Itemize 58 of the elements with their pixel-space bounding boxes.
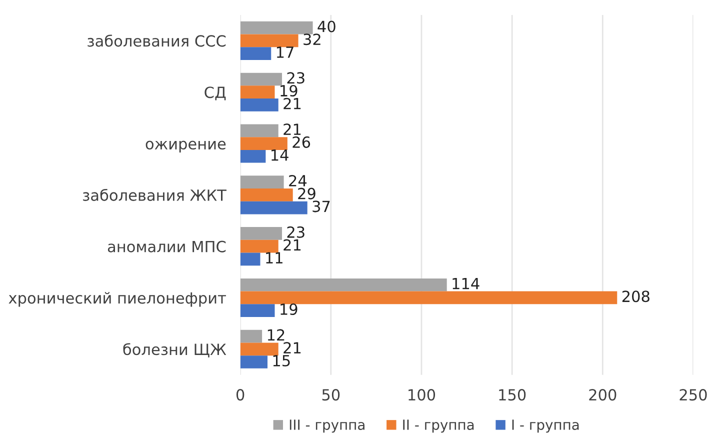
y-tick-label: СД (204, 86, 226, 100)
data-label: 32 (304, 34, 320, 46)
data-label: 24 (289, 174, 307, 186)
data-label: 21 (284, 98, 301, 110)
data-label: 19 (280, 303, 298, 316)
data-label: 37 (312, 200, 330, 212)
bar (240, 150, 266, 163)
data-label: 12 (268, 329, 284, 341)
bar (240, 291, 618, 304)
x-tick-label: 150 (499, 389, 526, 401)
bar (240, 176, 284, 188)
data-label: 17 (276, 46, 294, 58)
x-tick-label: 50 (322, 389, 340, 401)
bar (240, 98, 278, 112)
bar (240, 47, 272, 60)
data-label: 26 (292, 136, 310, 148)
bar (240, 188, 293, 202)
bar (240, 34, 298, 48)
bar (240, 227, 282, 240)
y-tick-label: аномалии МПС (108, 240, 226, 252)
data-label: 14 (272, 149, 288, 161)
data-label: 21 (284, 342, 301, 354)
bar (240, 240, 278, 253)
bar (240, 342, 278, 356)
bar (240, 252, 260, 266)
data-label: 23 (287, 72, 304, 84)
data-label: 19 (280, 84, 298, 97)
y-tick-label: болезни ЩЖ (123, 343, 226, 358)
x-tick-label: 100 (408, 389, 436, 401)
bar (240, 86, 275, 99)
data-label: 11 (266, 252, 282, 264)
legend-label: I - группа (512, 420, 579, 433)
data-label: 208 (622, 290, 650, 302)
y-tick-label: заболевания ЖКТ (83, 188, 226, 201)
data-label: 15 (273, 355, 290, 366)
bar (240, 201, 308, 214)
data-label: 23 (287, 226, 304, 238)
bar (240, 21, 313, 34)
x-tick-label: 0 (236, 389, 244, 401)
y-tick-label: ожирение (146, 140, 226, 152)
bar (240, 304, 275, 318)
x-tick-label: 200 (589, 389, 616, 401)
bar (240, 278, 447, 292)
bar (240, 137, 288, 150)
bar (240, 124, 278, 138)
data-label: 21 (284, 239, 301, 251)
legend-label: III - группа (290, 420, 364, 433)
bar (240, 72, 282, 86)
data-label: 29 (298, 188, 316, 200)
data-label: 114 (452, 278, 480, 290)
data-label: 21 (284, 124, 301, 135)
y-tick-label: заболевания ССС (88, 34, 226, 47)
bar (240, 330, 262, 343)
x-tick-label: 250 (680, 389, 707, 401)
data-label: 40 (318, 20, 336, 32)
legend-label: II - группа (403, 420, 474, 433)
y-tick-label: хронический пиелонефрит (8, 292, 226, 307)
bar (240, 356, 268, 368)
